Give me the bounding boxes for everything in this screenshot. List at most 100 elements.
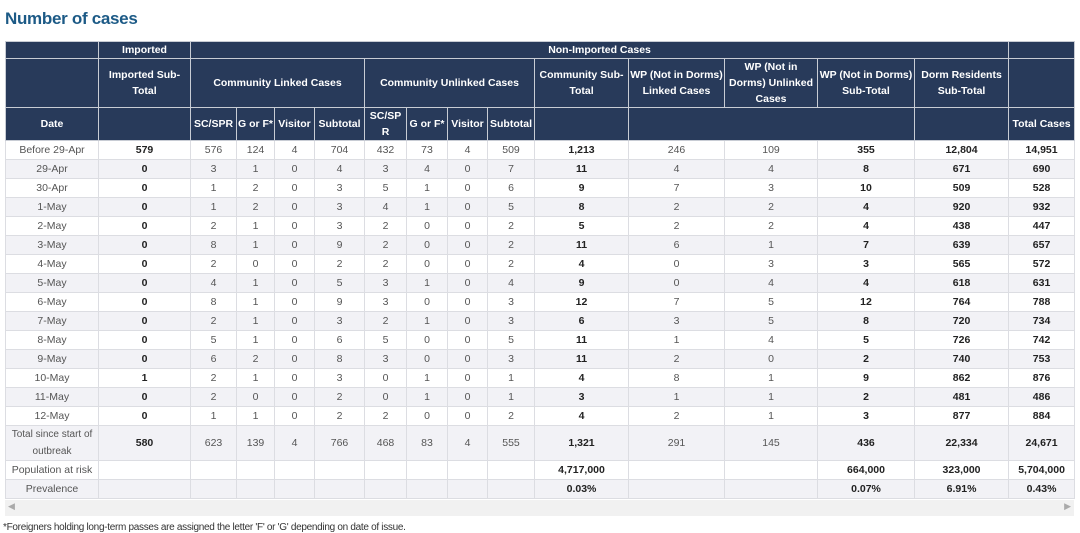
cell-linked-g-or-f: 1 xyxy=(236,216,275,236)
cell-linked-subtotal: 5 xyxy=(314,273,365,293)
cell-linked-visitor: 0 xyxy=(274,178,315,198)
header-wp-unlinked: WP (Not in Dorms) Unlinked Cases xyxy=(724,58,818,108)
cell-unlinked-g-or-f: 1 xyxy=(406,197,448,217)
cell-imported-subtotal: 0 xyxy=(98,235,191,255)
cell-linked-scspr: 2 xyxy=(190,216,237,236)
cell-total-cases: 0.43% xyxy=(1008,479,1076,499)
cell-linked-g-or-f: 1 xyxy=(236,273,275,293)
cell-linked-subtotal: 3 xyxy=(314,178,365,198)
cell-unlinked-scspr: 4 xyxy=(364,197,407,217)
header-imported-subtotal: Imported Sub-Total xyxy=(98,58,191,108)
cell-unlinked-g-or-f: 0 xyxy=(406,330,448,350)
header-blank xyxy=(5,41,99,59)
table-row: 10-May 1 2 1 0 3 0 1 0 1 4 8 1 9 862 876 xyxy=(5,368,1076,388)
header-total-cases: Total Cases xyxy=(1008,107,1076,141)
cell-wp-unlinked: 2 xyxy=(724,197,818,217)
cell-unlinked-scspr: 3 xyxy=(364,349,407,369)
cell-linked-g-or-f: 0 xyxy=(236,254,275,274)
cell-linked-scspr xyxy=(190,460,237,480)
cell-unlinked-g-or-f: 83 xyxy=(406,425,448,461)
cell-linked-subtotal: 8 xyxy=(314,349,365,369)
cell-community-subtotal: 11 xyxy=(534,235,629,255)
header-blank xyxy=(1008,58,1076,108)
cell-dorm-subtotal: 877 xyxy=(913,406,1010,426)
table-row: 4-May 0 2 0 0 2 2 0 0 2 4 0 3 3 565 572 xyxy=(5,254,1076,274)
scroll-left-arrow-icon[interactable]: ◀ xyxy=(8,501,15,511)
cell-dorm-subtotal: 726 xyxy=(913,330,1010,350)
cell-wp-linked: 3 xyxy=(628,311,725,331)
cell-unlinked-visitor: 0 xyxy=(447,292,488,312)
cell-wp-unlinked: 109 xyxy=(724,140,818,160)
cell-imported-subtotal xyxy=(98,479,191,499)
cell-dorm-subtotal: 481 xyxy=(913,387,1010,407)
cell-imported-subtotal: 0 xyxy=(98,254,191,274)
cell-imported-subtotal: 0 xyxy=(98,387,191,407)
cell-date: Total since start of outbreak xyxy=(5,425,99,461)
cell-unlinked-visitor xyxy=(447,460,488,480)
cell-imported-subtotal: 0 xyxy=(98,406,191,426)
cell-imported-subtotal: 0 xyxy=(98,159,191,179)
cell-wp-linked: 7 xyxy=(628,178,725,198)
cell-date: 8-May xyxy=(5,330,99,350)
cell-dorm-subtotal: 740 xyxy=(913,349,1010,369)
cell-linked-g-or-f: 124 xyxy=(236,140,275,160)
scroll-right-arrow-icon[interactable]: ▶ xyxy=(1064,501,1071,511)
cell-community-subtotal: 6 xyxy=(534,311,629,331)
cell-unlinked-g-or-f: 0 xyxy=(406,216,448,236)
table-row: 2-May 0 2 1 0 3 2 0 0 2 5 2 2 4 438 447 xyxy=(5,216,1076,236)
cell-linked-subtotal: 6 xyxy=(314,330,365,350)
cell-linked-g-or-f: 1 xyxy=(236,159,275,179)
cell-imported-subtotal: 0 xyxy=(98,273,191,293)
cell-wp-subtotal: 436 xyxy=(817,425,915,461)
cell-wp-linked: 6 xyxy=(628,235,725,255)
table-row: 5-May 0 4 1 0 5 3 1 0 4 9 0 4 4 618 631 xyxy=(5,273,1076,293)
cell-imported-subtotal: 579 xyxy=(98,140,191,160)
cell-community-subtotal: 3 xyxy=(534,387,629,407)
cell-linked-subtotal: 766 xyxy=(314,425,365,461)
cell-community-subtotal: 1,213 xyxy=(534,140,629,160)
cell-unlinked-subtotal: 555 xyxy=(487,425,535,461)
header-unlinked-visitor: Visitor xyxy=(447,107,488,141)
table-row: 1-May 0 1 2 0 3 4 1 0 5 8 2 2 4 920 932 xyxy=(5,197,1076,217)
cell-date: Population at risk xyxy=(5,460,99,480)
cell-community-subtotal: 4,717,000 xyxy=(534,460,629,480)
cell-imported-subtotal: 0 xyxy=(98,330,191,350)
cell-unlinked-visitor: 0 xyxy=(447,178,488,198)
cell-unlinked-g-or-f: 1 xyxy=(406,178,448,198)
cell-unlinked-subtotal: 3 xyxy=(487,292,535,312)
cell-community-subtotal: 8 xyxy=(534,197,629,217)
cell-community-subtotal: 9 xyxy=(534,273,629,293)
cell-wp-unlinked: 3 xyxy=(724,178,818,198)
cell-date: 11-May xyxy=(5,387,99,407)
cell-dorm-subtotal: 323,000 xyxy=(913,460,1010,480)
horizontal-scrollbar[interactable]: ◀ ▶ xyxy=(5,500,1074,516)
cell-linked-visitor: 4 xyxy=(274,425,315,461)
cell-unlinked-subtotal: 3 xyxy=(487,311,535,331)
cell-wp-unlinked: 145 xyxy=(724,425,818,461)
cell-wp-subtotal: 4 xyxy=(817,273,915,293)
cell-linked-subtotal: 9 xyxy=(314,235,365,255)
cell-total-cases: 528 xyxy=(1008,178,1076,198)
cell-unlinked-scspr: 432 xyxy=(364,140,407,160)
cell-unlinked-scspr: 0 xyxy=(364,368,407,388)
cases-table-container: Imported Non-Imported Cases Imported Sub… xyxy=(3,41,1076,533)
cell-dorm-subtotal: 22,334 xyxy=(913,425,1010,461)
cell-imported-subtotal: 0 xyxy=(98,216,191,236)
cell-linked-visitor: 0 xyxy=(274,273,315,293)
header-unlinked-g-or-f: G or F* xyxy=(406,107,448,141)
cell-unlinked-subtotal: 4 xyxy=(487,273,535,293)
cell-wp-unlinked: 4 xyxy=(724,330,818,350)
cell-unlinked-g-or-f: 1 xyxy=(406,368,448,388)
cell-wp-linked: 1 xyxy=(628,330,725,350)
cell-dorm-subtotal: 671 xyxy=(913,159,1010,179)
cell-linked-scspr: 6 xyxy=(190,349,237,369)
cell-unlinked-visitor: 0 xyxy=(447,311,488,331)
cell-linked-subtotal xyxy=(314,479,365,499)
cell-linked-scspr: 576 xyxy=(190,140,237,160)
cell-wp-unlinked: 0 xyxy=(724,349,818,369)
cell-community-subtotal: 5 xyxy=(534,216,629,236)
cell-linked-subtotal: 2 xyxy=(314,254,365,274)
cell-date: Before 29-Apr xyxy=(5,140,99,160)
cell-date: 3-May xyxy=(5,235,99,255)
cell-linked-visitor: 0 xyxy=(274,311,315,331)
